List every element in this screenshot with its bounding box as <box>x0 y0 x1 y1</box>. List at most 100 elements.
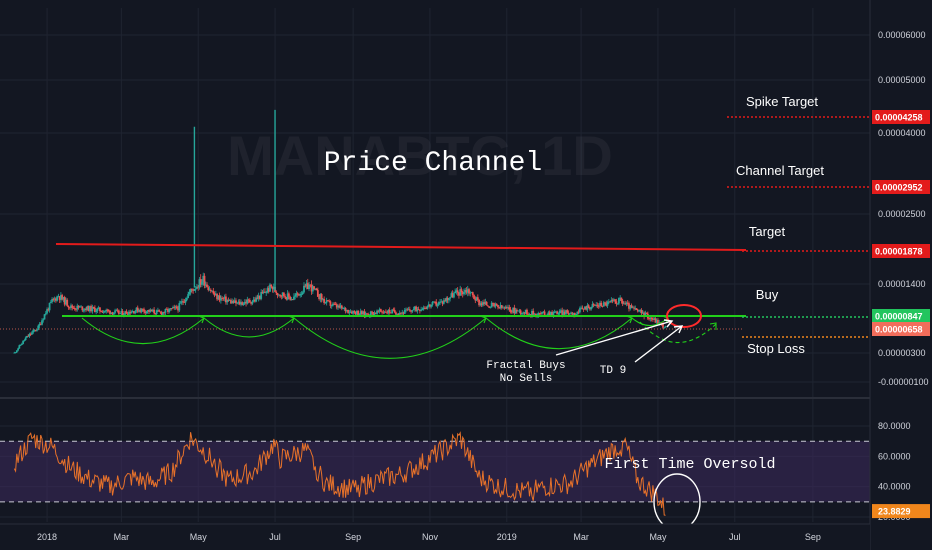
candle-body <box>461 292 464 295</box>
candle-body <box>435 301 438 306</box>
candle-body <box>354 311 357 315</box>
candle-body <box>37 325 40 330</box>
candle-body <box>611 300 614 301</box>
candle-body <box>445 297 448 302</box>
candle-body <box>135 307 138 312</box>
candle-body <box>51 299 53 302</box>
candle-body <box>91 306 94 312</box>
candle-body <box>301 292 304 295</box>
candle-body <box>458 292 460 296</box>
candle-body <box>663 327 666 329</box>
candle-body <box>343 308 346 309</box>
candle-body <box>90 306 93 312</box>
candle-body <box>54 298 57 301</box>
candle-body <box>63 297 66 305</box>
candle-body <box>397 314 400 315</box>
candle-body <box>494 303 497 307</box>
candle-body <box>630 305 633 308</box>
candle-body <box>117 310 120 314</box>
candle-body <box>548 312 551 316</box>
candle-body <box>655 319 658 323</box>
candle-body <box>553 311 556 313</box>
candle-body <box>232 300 235 303</box>
candle-body <box>352 310 355 314</box>
candle-body <box>241 302 244 305</box>
candle-body <box>309 284 312 286</box>
candle-body <box>235 300 237 304</box>
candle-body <box>485 301 488 306</box>
candle-body <box>265 292 268 294</box>
candle-body <box>110 312 113 314</box>
candle-body <box>488 306 491 308</box>
candle-body <box>17 348 19 351</box>
candle-body <box>475 297 478 301</box>
projection-arrowhead <box>709 322 717 330</box>
candle-body <box>262 291 265 293</box>
candle-body <box>522 312 525 314</box>
candle-body <box>635 308 638 311</box>
candle-body <box>384 311 387 313</box>
candle-body <box>600 302 603 306</box>
candle-body <box>451 293 454 298</box>
candle-body <box>347 309 349 313</box>
candle-body <box>510 311 513 313</box>
candle-body <box>223 296 226 299</box>
candle-body <box>209 289 212 292</box>
candle-body <box>319 294 322 300</box>
time-tick-label: Sep <box>805 532 821 542</box>
candle-body <box>582 308 585 310</box>
candle-body <box>447 298 450 301</box>
candle-body <box>270 284 273 287</box>
candle-body <box>41 320 43 325</box>
candle-body <box>179 302 182 304</box>
price-tag-label: 0.00000847 <box>875 312 923 322</box>
candle-body <box>305 283 308 287</box>
candle-body <box>381 311 383 313</box>
candle-body <box>436 304 439 306</box>
candle-body <box>662 323 664 328</box>
candle-body <box>382 311 385 313</box>
candle-body <box>164 308 167 313</box>
candle-body <box>77 305 80 308</box>
candle-body <box>489 307 492 309</box>
candle-body <box>565 310 567 315</box>
candle-body <box>617 298 620 304</box>
candle-body <box>340 305 343 309</box>
candle-body <box>155 310 158 315</box>
candle-body <box>246 299 249 304</box>
price-tag-label: 0.00004258 <box>875 113 923 123</box>
candle-body <box>580 307 583 309</box>
candle-body <box>471 292 474 296</box>
candle-body <box>507 307 509 309</box>
candle-body <box>242 303 245 305</box>
time-axis[interactable]: 2018 Mar May Jul Sep Nov 2019 Mar May Jul Sep <box>0 523 870 550</box>
candle-body <box>509 309 512 312</box>
candle-body <box>272 286 275 290</box>
time-tick-label: Jul <box>729 532 741 542</box>
candle-body <box>260 292 263 299</box>
candle-body <box>366 313 368 315</box>
candle-body <box>344 308 347 312</box>
candle-body <box>504 307 507 309</box>
candle-body <box>500 305 503 308</box>
candle-body <box>427 304 430 307</box>
candle-body <box>367 314 370 316</box>
price-axis[interactable]: 0.00006000 0.00005000 0.00004000 0.00002500… <box>869 0 932 550</box>
candle-body <box>425 308 428 310</box>
candle-body <box>487 305 489 307</box>
candle-body <box>403 309 406 314</box>
candle-body <box>581 307 584 309</box>
candle-body <box>590 306 593 310</box>
candle-body <box>280 295 283 297</box>
candle-body <box>434 301 436 303</box>
candle-body <box>279 294 281 296</box>
price-tag <box>872 322 930 336</box>
candle-body <box>480 303 483 306</box>
candle-body <box>76 305 79 310</box>
price-tag-label: 0.00000658 <box>875 325 923 335</box>
price-tick-label: 0.00001400 <box>878 279 926 289</box>
candle-body <box>442 300 445 304</box>
candle-body <box>568 313 571 315</box>
candle-body <box>644 312 647 317</box>
